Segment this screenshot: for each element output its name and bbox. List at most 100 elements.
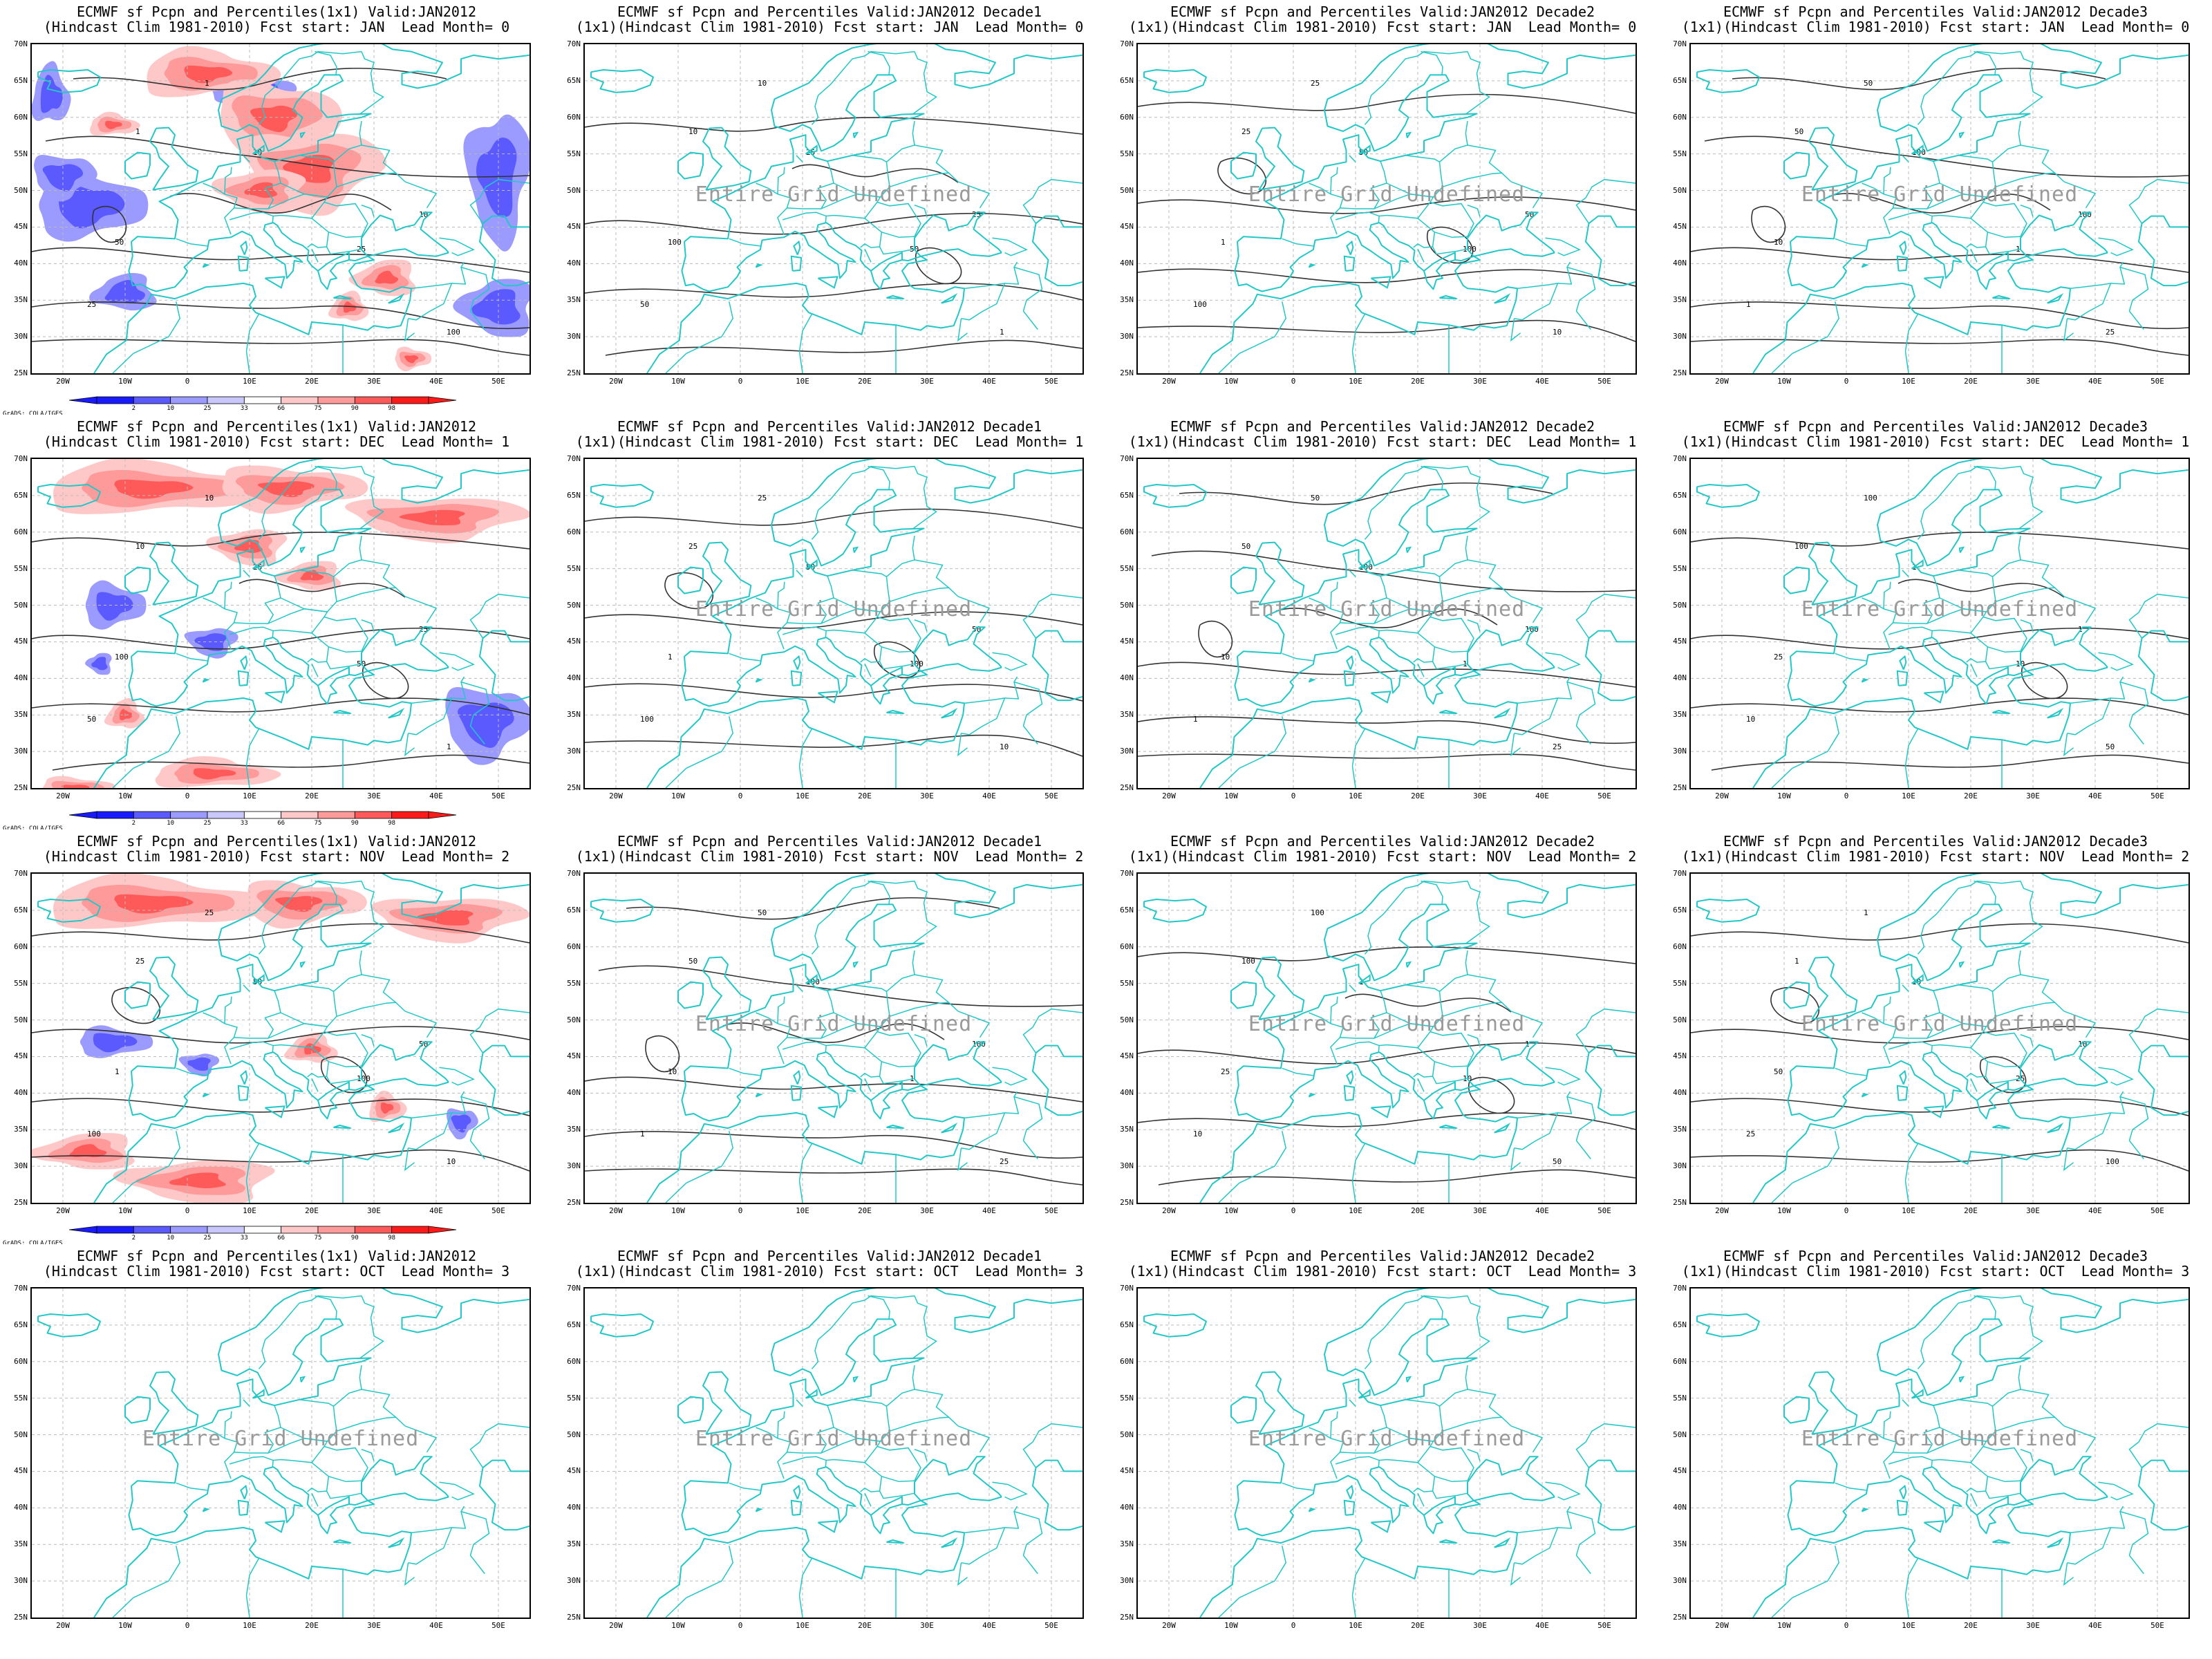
country-border	[224, 581, 232, 609]
country-border	[2020, 1033, 2034, 1047]
island-coast	[240, 240, 248, 255]
latitude-label: 60N	[14, 527, 28, 536]
longitude-label: 40E	[429, 1621, 443, 1630]
country-border	[1974, 50, 1996, 75]
colorbar-segment	[133, 396, 171, 404]
country-border	[245, 1557, 260, 1596]
longitude-label: 30E	[920, 791, 934, 800]
country-border	[133, 1131, 180, 1184]
country-border	[333, 950, 362, 992]
longitude-label: 50E	[1597, 377, 1611, 386]
above-normal-core	[69, 1144, 107, 1157]
latitude-label: 60N	[567, 1356, 581, 1366]
latitude-label: 25N	[14, 1613, 28, 1622]
country-border	[2128, 593, 2188, 639]
country-border	[787, 1405, 834, 1454]
contour-label: 10	[1774, 238, 1783, 247]
above-normal-core	[114, 479, 194, 499]
precip-contour	[585, 508, 1082, 757]
country-border	[1349, 570, 1356, 577]
latitude-label: 65N	[567, 1320, 581, 1329]
coastline	[317, 252, 350, 290]
country-border	[234, 1405, 281, 1454]
country-border	[469, 178, 529, 224]
country-border	[361, 204, 375, 217]
latitude-label: 65N	[1673, 905, 1687, 915]
country-border	[1917, 465, 2021, 540]
country-border	[1465, 1295, 1490, 1359]
contour-label: 100	[115, 653, 129, 662]
above-normal-core	[375, 270, 399, 284]
colorbar-segment	[207, 811, 245, 819]
contour-label: 25	[1553, 742, 1562, 751]
island-coast	[264, 1520, 285, 1533]
latitude-label: 60N	[1120, 941, 1134, 951]
panel-title: ECMWF sf Pcpn and Percentiles Valid:JAN2…	[1170, 3, 1595, 20]
country-border	[961, 1527, 1006, 1565]
latitude-label: 40N	[14, 673, 28, 683]
contour-label: 100	[1311, 908, 1324, 917]
longitude-label: 10E	[1902, 377, 1915, 386]
latitude-label: 60N	[1120, 1356, 1134, 1366]
contour-label: 1	[668, 653, 673, 662]
panel-subtitle: (1x1)(Hindcast Clim 1981-2010) Fcst star…	[1128, 1263, 1637, 1280]
latitude-label: 35N	[1673, 1539, 1687, 1549]
longitude-label: 50E	[1044, 1206, 1058, 1215]
coastline	[1237, 459, 1635, 657]
contour-label: 100	[668, 238, 682, 247]
latitude-label: 60N	[1120, 112, 1134, 122]
island-coast	[388, 1537, 405, 1548]
country-border	[1330, 1411, 1338, 1438]
coastline	[124, 1396, 151, 1424]
country-border	[886, 1365, 915, 1407]
country-border	[864, 616, 921, 653]
percentile-colorbar: 2 10 25 33 66 75 90 98	[69, 1226, 456, 1240]
contour-label: 10	[688, 127, 697, 136]
longitude-label: 40E	[1535, 1206, 1549, 1215]
latitude-label: 60N	[567, 527, 581, 536]
country-border	[1888, 212, 1933, 223]
coastline	[1790, 44, 2188, 243]
map-frame: 100 1 10 25 50 100 1 10 Entire Grid Undefined	[1136, 872, 1637, 1204]
longitude-label: 50E	[2150, 377, 2164, 386]
country-border	[1218, 1597, 1240, 1618]
island-coast	[264, 691, 285, 704]
country-border	[798, 1557, 813, 1596]
island-coast	[1992, 1539, 2010, 1544]
longitude-label: 30E	[2026, 791, 2040, 800]
undefined-message: Entire Grid Undefined	[1801, 1427, 2079, 1451]
longitude-label: 0	[185, 1621, 190, 1630]
coastline	[1752, 1085, 2071, 1203]
coastline	[1976, 252, 2009, 290]
country-border	[1883, 1411, 1891, 1438]
coastline	[1234, 222, 1425, 292]
longitude-label: 20E	[1964, 791, 1978, 800]
country-border	[992, 1067, 1028, 1086]
contour-label: 25	[688, 542, 697, 551]
country-border	[2128, 1008, 2188, 1053]
latitude-label: 55N	[1673, 978, 1687, 988]
island-coast	[2047, 708, 2064, 719]
country-border	[133, 716, 180, 769]
undefined-message: Entire Grid Undefined	[1248, 1012, 1526, 1036]
coastline	[1976, 1081, 2009, 1120]
contour-label: 100	[640, 715, 654, 724]
latitude-label: 50N	[1120, 1430, 1134, 1439]
coastline	[479, 1044, 529, 1116]
country-border	[1970, 201, 2027, 238]
country-border	[1340, 575, 1387, 624]
latitude-label: 65N	[1120, 75, 1134, 85]
coastline	[1787, 1466, 1978, 1537]
country-border	[1022, 178, 1082, 224]
coastline	[1696, 484, 1760, 508]
longitude-label: 0	[185, 1206, 190, 1215]
country-border	[1432, 1076, 1468, 1085]
contour-label: 100	[910, 659, 924, 668]
colorbar-segment	[391, 396, 429, 404]
country-border	[992, 652, 1028, 671]
map-frame: 50 100 1 10 25 50 100 1 Entire Grid Undefined	[1689, 43, 2190, 375]
map-frame: 1 10 25 50 100 1 10 25 Entire Grid Undefined	[1689, 872, 2190, 1204]
panel-title: ECMWF sf Pcpn and Percentiles Valid:JAN2…	[1723, 3, 2148, 20]
coastline	[1143, 1313, 1207, 1338]
